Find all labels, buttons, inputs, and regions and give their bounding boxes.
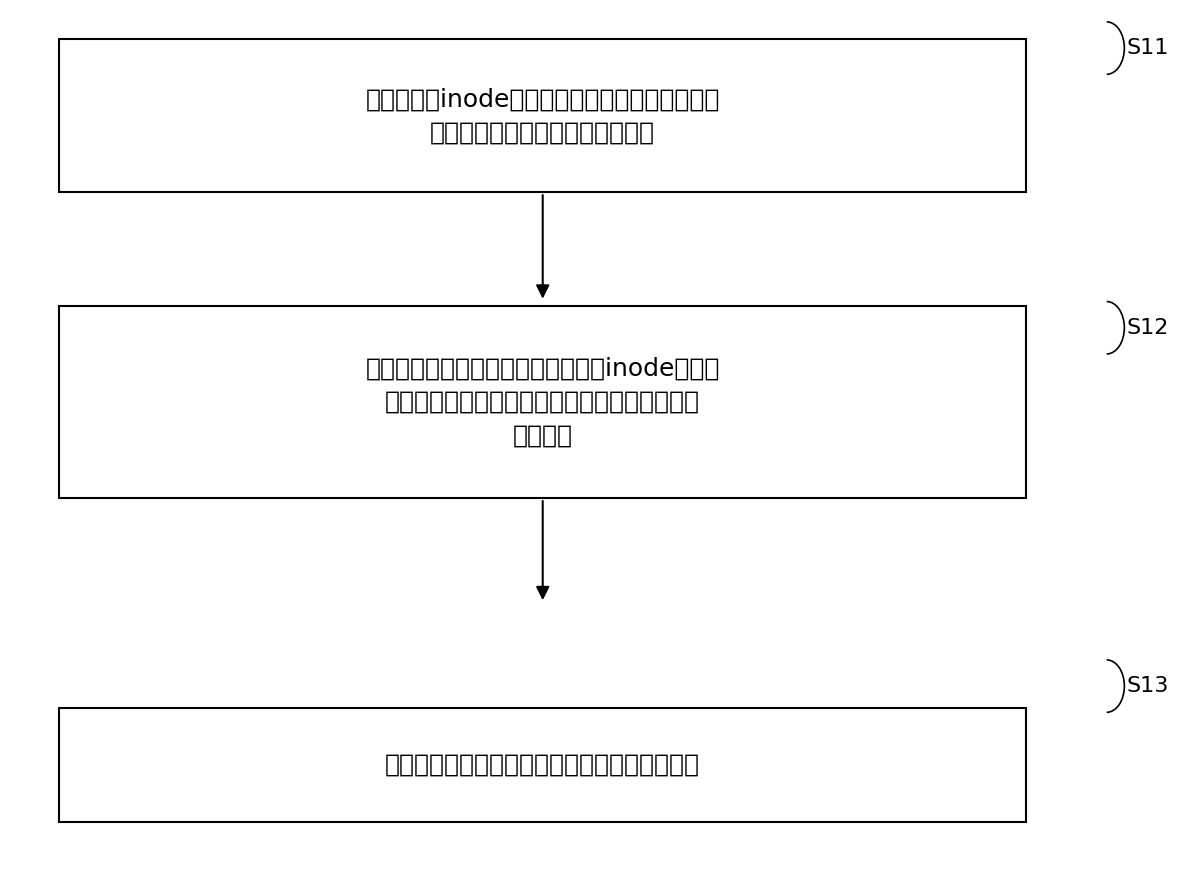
Text: 根据文件的inode号进行资源分类，将元数据缓存: 根据文件的inode号进行资源分类，将元数据缓存	[366, 87, 720, 111]
Text: S13: S13	[1127, 676, 1169, 696]
Text: 在进行请求处理操作时，根据文件的inode号的模: 在进行请求处理操作时，根据文件的inode号的模	[366, 357, 720, 381]
FancyBboxPatch shape	[59, 39, 1026, 192]
Text: 进行加锁: 进行加锁	[513, 423, 573, 447]
FancyBboxPatch shape	[59, 306, 1026, 498]
Text: 以及附加资源放入不同的资源池中: 以及附加资源放入不同的资源池中	[430, 121, 655, 144]
FancyBboxPatch shape	[59, 708, 1026, 822]
Text: S11: S11	[1127, 38, 1169, 58]
Text: 值找到请求处理操作所使用的资源池，对资源池: 值找到请求处理操作所使用的资源池，对资源池	[385, 390, 700, 414]
Text: S12: S12	[1127, 318, 1169, 337]
Text: 执行请求处理操作，操作完成后释放资源池的锁: 执行请求处理操作，操作完成后释放资源池的锁	[385, 753, 700, 777]
